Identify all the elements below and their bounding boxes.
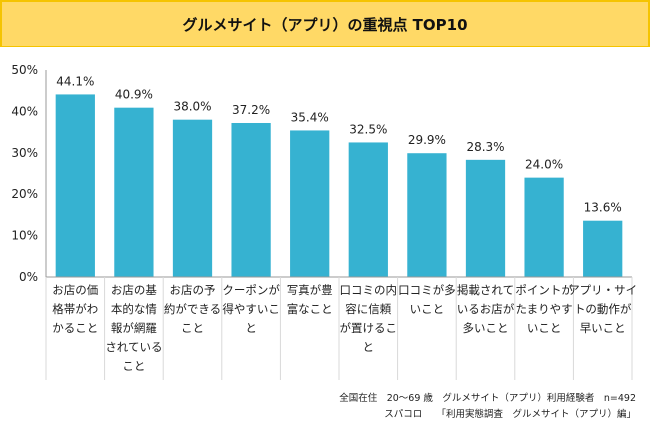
y-tick-label: 20%: [11, 187, 38, 201]
y-tick-label: 0%: [19, 270, 38, 284]
category-label: たまりやす: [516, 302, 573, 316]
category-label: 多いこと: [463, 321, 509, 335]
bar: [465, 159, 506, 277]
category-label: 得やすいこ: [222, 302, 280, 316]
value-labels: 44.1% 40.9% 38.0% 37.2% 35.4% 32.5% 29.9% 28.3%…: [56, 74, 622, 214]
footer-note-sample: 全国在住 20～69 歳 グルメサイト（アプリ）利用経験者 n=492: [339, 393, 636, 404]
bar: [524, 177, 564, 277]
bars: [55, 94, 623, 278]
bar: [583, 220, 623, 277]
category-label: トの動作が: [574, 302, 632, 316]
y-axis: 0% 10% 20% 30% 40% 50%: [11, 63, 47, 284]
y-tick-label: 50%: [11, 63, 38, 77]
value-label: 35.4%: [291, 110, 329, 124]
category-label: アプリ・サイ: [568, 283, 637, 297]
category-label: 約ができる: [164, 302, 221, 316]
x-axis: お店の価格帯がわかることお店の基本的な情報が網羅されていることお店の予約ができる…: [45, 276, 637, 380]
category-label: 報が網羅: [111, 321, 157, 335]
y-tick-label: 30%: [11, 146, 38, 160]
value-label: 24.0%: [525, 158, 563, 172]
category-label: こと: [181, 321, 204, 335]
category-label: お店の予: [170, 283, 216, 297]
category-label: ポイントが: [515, 283, 573, 297]
value-label: 38.0%: [173, 100, 211, 114]
category-label: クーポンが: [222, 283, 280, 297]
category-label: 本的な情: [111, 302, 157, 316]
bar: [55, 94, 95, 277]
category-label: されている: [105, 340, 162, 354]
y-tick-label: 40%: [11, 104, 38, 118]
category-label: いこと: [410, 302, 445, 316]
value-label: 37.2%: [232, 103, 270, 117]
value-label: 28.3%: [466, 140, 504, 154]
category-label: 口コミが多: [398, 283, 456, 297]
footer-note-source: スパコロ 「利用実態調査 グルメサイト（アプリ）編」: [384, 409, 636, 420]
category-label: が置けるこ: [340, 321, 398, 335]
category-label: こと: [122, 359, 145, 373]
category-label: 容に信頼: [345, 302, 391, 316]
value-label: 13.6%: [584, 201, 622, 215]
category-label: と: [363, 340, 375, 354]
y-tick-label: 10%: [11, 229, 38, 243]
value-label: 40.9%: [115, 88, 153, 102]
category-label: 早いこと: [580, 321, 626, 335]
bar: [231, 122, 271, 277]
category-label: 掲載されて: [457, 283, 514, 297]
bar: [348, 142, 388, 277]
chart-title: グルメサイト（アプリ）の重視点 TOP10: [182, 15, 468, 34]
bar-chart: 0% 10% 20% 30% 40% 50% 44.1% 40.9% 38.0% 37.2% 35…: [11, 63, 637, 380]
category-label: と: [245, 321, 257, 335]
bar: [172, 119, 213, 278]
category-label: 口コミの内: [340, 283, 398, 297]
value-label: 32.5%: [349, 122, 387, 136]
category-label: いるお店が: [457, 302, 515, 316]
category-label: かること: [52, 321, 98, 335]
value-label: 29.9%: [408, 133, 446, 147]
bar: [114, 107, 154, 277]
value-label: 44.1%: [56, 74, 94, 88]
bar: [407, 153, 447, 277]
bar: [290, 130, 330, 277]
category-label: 格帯がわ: [52, 302, 98, 316]
category-label: いこと: [527, 321, 562, 335]
category-label: 富なこと: [287, 302, 333, 316]
category-label: お店の基: [111, 283, 157, 297]
chart-title-bar: グルメサイト（アプリ）の重視点 TOP10: [0, 0, 650, 47]
category-label: お店の価: [52, 283, 98, 297]
category-label: 写真が豊: [287, 283, 333, 297]
